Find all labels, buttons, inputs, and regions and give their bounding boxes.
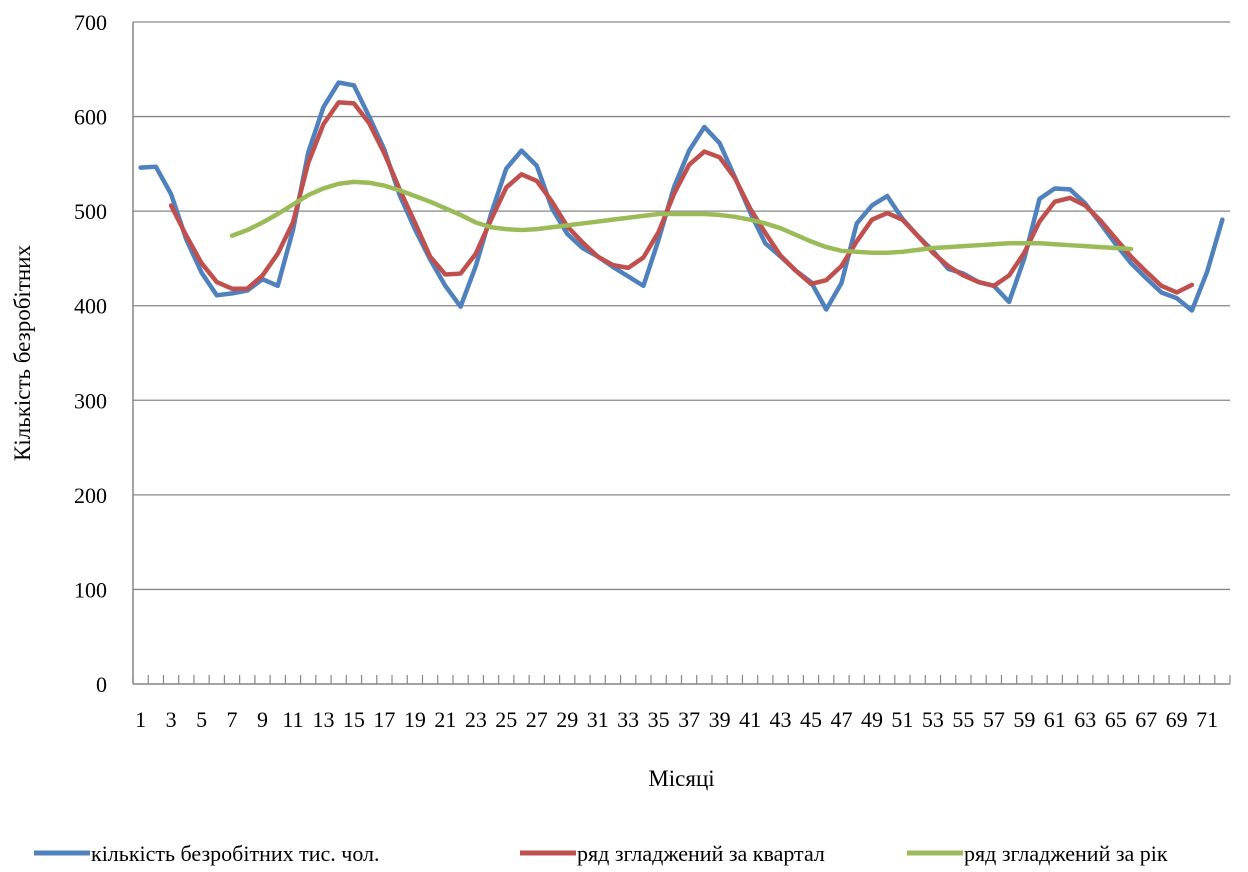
y-tick-label: 100 [74, 577, 107, 602]
x-axis-title: Місяці [648, 766, 714, 791]
x-tick-label: 1 [135, 707, 146, 732]
y-tick-label: 500 [74, 199, 107, 224]
x-tick-label: 65 [1105, 707, 1127, 732]
x-tick-label: 13 [312, 707, 334, 732]
x-tick-label: 29 [556, 707, 578, 732]
legend-label-1: кількість безробітних тис. чол. [91, 841, 380, 866]
y-tick-label: 700 [74, 10, 107, 35]
y-tick-label: 200 [74, 483, 107, 508]
series-line-3 [229, 179, 1134, 255]
x-tick-label: 9 [257, 707, 268, 732]
x-tick-label: 61 [1044, 707, 1066, 732]
x-tick-label: 17 [373, 707, 395, 732]
x-tick-label: 51 [891, 707, 913, 732]
series-line-2 [168, 100, 1195, 295]
y-tick-label: 400 [74, 294, 107, 319]
x-tick-label: 45 [800, 707, 822, 732]
x-tick-label: 55 [952, 707, 974, 732]
x-tick-label: 67 [1135, 707, 1157, 732]
y-tick-label: 0 [96, 672, 107, 697]
x-tick-label: 39 [709, 707, 731, 732]
x-axis-tick-labels: 1 3 5 7 9 11 13 15 17 19 21 23 25 27 29 31 33 35 37 39 41 43 4… [135, 707, 1218, 732]
x-tick-label: 59 [1013, 707, 1035, 732]
x-tick-label: 49 [861, 707, 883, 732]
x-tick-label: 3 [166, 707, 177, 732]
x-tick-label: 63 [1074, 707, 1096, 732]
y-axis-title: Кількість безробітних [10, 245, 35, 461]
x-tick-label: 37 [678, 707, 700, 732]
legend-label-3: ряд згладжений за рік [964, 841, 1168, 866]
x-tick-label: 5 [196, 707, 207, 732]
x-tick-label: 15 [343, 707, 365, 732]
x-tick-label: 19 [404, 707, 426, 732]
y-tick-label: 300 [74, 388, 107, 413]
x-tick-label: 47 [830, 707, 852, 732]
gridlines [133, 21, 1230, 591]
x-tick-label: 53 [922, 707, 944, 732]
series-lines [138, 80, 1225, 313]
x-tick-label: 33 [617, 707, 639, 732]
x-tick-label: 11 [282, 707, 303, 732]
legend: кількість безробітних тис. чол. ряд зглад… [34, 841, 1168, 866]
x-tick-label: 35 [648, 707, 670, 732]
x-tick-label: 43 [770, 707, 792, 732]
x-tick-label: 71 [1196, 707, 1218, 732]
y-axis-tick-labels: 0 100 200 300 400 500 600 700 [74, 10, 107, 697]
x-tick-label: 7 [227, 707, 238, 732]
y-tick-label: 600 [74, 105, 107, 130]
axes [132, 22, 1230, 685]
x-tick-label: 57 [983, 707, 1005, 732]
x-tick-label: 23 [465, 707, 487, 732]
legend-label-2: ряд згладжений за квартал [577, 841, 825, 866]
x-tick-label: 31 [587, 707, 609, 732]
x-tick-label: 41 [739, 707, 761, 732]
x-tick-label: 27 [526, 707, 548, 732]
x-tick-label: 25 [495, 707, 517, 732]
x-tick-label: 69 [1166, 707, 1188, 732]
x-tick-label: 21 [434, 707, 456, 732]
x-axis-ticks [132, 675, 1231, 684]
series-line-1 [138, 80, 1225, 313]
